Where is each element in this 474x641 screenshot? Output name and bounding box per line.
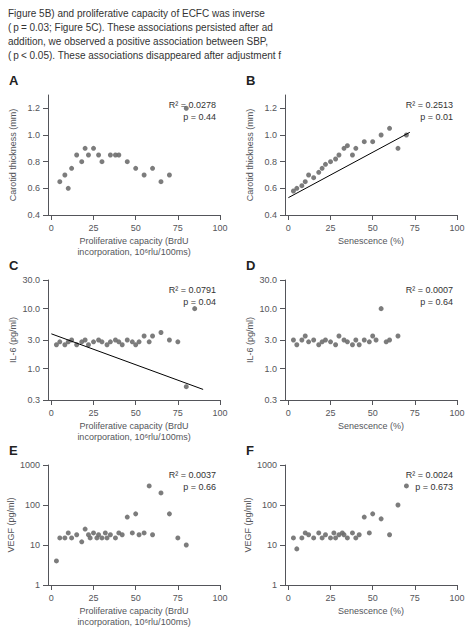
svg-text:50: 50: [368, 223, 378, 233]
svg-text:E: E: [9, 443, 18, 458]
svg-text:p = 0.64: p = 0.64: [420, 297, 453, 307]
svg-text:p = 0.44: p = 0.44: [183, 112, 216, 122]
svg-text:1: 1: [35, 580, 40, 590]
svg-text:75: 75: [410, 593, 420, 603]
svg-text:25: 25: [326, 408, 336, 418]
svg-text:1000: 1000: [20, 460, 40, 470]
svg-text:0.8: 0.8: [27, 157, 40, 167]
svg-text:25: 25: [89, 408, 99, 418]
svg-text:10: 10: [267, 540, 277, 550]
svg-text:0: 0: [49, 223, 54, 233]
svg-text:10: 10: [30, 540, 40, 550]
svg-text:100: 100: [449, 223, 464, 233]
svg-text:0.3: 0.3: [264, 395, 277, 405]
svg-text:3.0: 3.0: [27, 335, 40, 345]
svg-text:Carotid thickness (mm): Carotid thickness (mm): [8, 109, 18, 202]
svg-text:p = 0.04: p = 0.04: [183, 297, 216, 307]
svg-text:D: D: [246, 258, 255, 273]
svg-text:( p = 0.03; Figure 5C). These: ( p = 0.03; Figure 5C). These associatio…: [8, 22, 273, 33]
svg-text:0.3: 0.3: [27, 395, 40, 405]
svg-text:1.0: 1.0: [27, 130, 40, 140]
svg-text:100: 100: [212, 408, 227, 418]
svg-text:25: 25: [326, 223, 336, 233]
svg-text:25: 25: [326, 593, 336, 603]
svg-text:100: 100: [212, 593, 227, 603]
svg-text:0: 0: [286, 223, 291, 233]
svg-text:R² = 0.0037: R² = 0.0037: [169, 470, 216, 480]
svg-text:100: 100: [262, 500, 277, 510]
svg-text:30.0: 30.0: [259, 275, 277, 285]
svg-text:Senescence (%): Senescence (%): [338, 421, 404, 431]
svg-text:50: 50: [368, 593, 378, 603]
svg-text:R² = 0.2513: R² = 0.2513: [406, 100, 453, 110]
svg-text:p = 0.673: p = 0.673: [415, 482, 453, 492]
svg-text:p = 0.01: p = 0.01: [420, 112, 453, 122]
svg-text:R² = 0.0791: R² = 0.0791: [169, 285, 216, 295]
svg-text:p = 0.66: p = 0.66: [183, 482, 216, 492]
svg-text:1: 1: [272, 580, 277, 590]
svg-text:25: 25: [89, 223, 99, 233]
svg-text:Proliferative capacity (BrdU: Proliferative capacity (BrdU: [79, 236, 188, 246]
svg-text:VEGF (pg/ml): VEGF (pg/ml): [243, 497, 253, 552]
svg-text:IL-6 (pg/ml): IL-6 (pg/ml): [8, 317, 18, 363]
svg-text:0: 0: [49, 593, 54, 603]
svg-text:1.0: 1.0: [27, 364, 40, 374]
svg-text:R² = 0.0007: R² = 0.0007: [406, 285, 453, 295]
svg-text:F: F: [246, 443, 254, 458]
svg-text:100: 100: [25, 500, 40, 510]
svg-text:30.0: 30.0: [22, 275, 40, 285]
svg-text:1000: 1000: [257, 460, 277, 470]
svg-text:0: 0: [286, 593, 291, 603]
svg-text:75: 75: [173, 408, 183, 418]
svg-text:C: C: [9, 258, 19, 273]
svg-text:IL-6 (pg/ml): IL-6 (pg/ml): [245, 317, 255, 363]
svg-text:100: 100: [212, 223, 227, 233]
svg-text:0: 0: [49, 408, 54, 418]
svg-text:10.0: 10.0: [259, 304, 277, 314]
svg-text:100: 100: [449, 593, 464, 603]
svg-text:75: 75: [173, 223, 183, 233]
svg-text:0: 0: [286, 408, 291, 418]
svg-text:0.4: 0.4: [264, 210, 277, 220]
svg-text:50: 50: [131, 223, 141, 233]
svg-text:10.0: 10.0: [22, 304, 40, 314]
svg-text:50: 50: [131, 408, 141, 418]
svg-text:A: A: [9, 73, 19, 88]
svg-text:50: 50: [131, 593, 141, 603]
svg-text:Figure 5B) and proliferative c: Figure 5B) and proliferative capacity of…: [8, 8, 265, 19]
svg-text:B: B: [246, 73, 255, 88]
svg-text:1.2: 1.2: [264, 103, 277, 113]
svg-text:Proliferative capacity (BrdU: Proliferative capacity (BrdU: [79, 421, 188, 431]
svg-text:VEGF (pg/ml): VEGF (pg/ml): [6, 497, 16, 552]
svg-text:25: 25: [89, 593, 99, 603]
svg-text:1.2: 1.2: [27, 103, 40, 113]
svg-text:Carotid thickness (mm): Carotid thickness (mm): [245, 109, 255, 202]
svg-text:75: 75: [410, 408, 420, 418]
svg-text:addition, we observed a positi: addition, we observed a positive associa…: [8, 36, 268, 47]
svg-text:1.0: 1.0: [264, 130, 277, 140]
svg-text:R² = 0.0278: R² = 0.0278: [169, 100, 216, 110]
svg-text:50: 50: [368, 408, 378, 418]
svg-text:75: 75: [410, 223, 420, 233]
svg-text:Proliferative capacity (BrdU: Proliferative capacity (BrdU: [79, 606, 188, 616]
svg-text:incorporation, 10⁶rlu/100ms): incorporation, 10⁶rlu/100ms): [77, 432, 190, 442]
svg-text:0.6: 0.6: [264, 183, 277, 193]
svg-text:0.4: 0.4: [27, 210, 40, 220]
svg-text:0.8: 0.8: [264, 157, 277, 167]
svg-text:( p < 0.05). These association: ( p < 0.05). These associations disappea…: [8, 50, 281, 61]
svg-text:100: 100: [449, 408, 464, 418]
svg-text:75: 75: [173, 593, 183, 603]
svg-text:incorporation, 10⁶rlu/100ms): incorporation, 10⁶rlu/100ms): [77, 617, 190, 627]
svg-text:R² = 0.0024: R² = 0.0024: [406, 470, 453, 480]
svg-text:Senescence (%): Senescence (%): [338, 606, 404, 616]
svg-text:incorporation, 10⁶rlu/100ms): incorporation, 10⁶rlu/100ms): [77, 247, 190, 257]
svg-text:1.0: 1.0: [264, 364, 277, 374]
svg-text:0.6: 0.6: [27, 183, 40, 193]
svg-text:Senescence (%): Senescence (%): [338, 236, 404, 246]
svg-text:3.0: 3.0: [264, 335, 277, 345]
